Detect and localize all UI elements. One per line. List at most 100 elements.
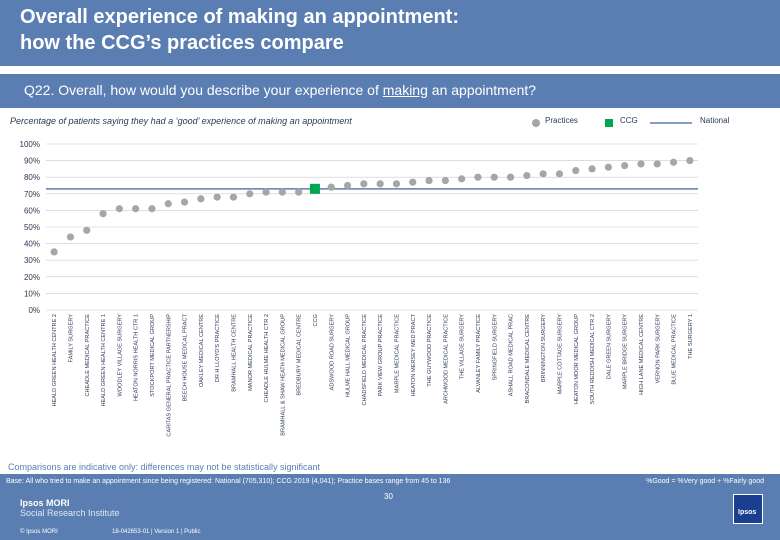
job-reference: 18-042653-01 | Version 1 | Public — [112, 529, 201, 535]
practice-point — [278, 188, 286, 196]
practice-point — [327, 183, 335, 191]
question-text: Q22. Overall, how would you describe you… — [24, 82, 536, 98]
chart-plot: 0% 10% 20% 30% 40% 50% 60% 70% 80% 90% 100% HEALD G… — [20, 140, 698, 437]
legend-national-line — [650, 122, 692, 124]
practice-point — [604, 163, 612, 171]
footer-banner: Base: All who tried to make an appointme… — [0, 474, 780, 540]
practice-point — [686, 157, 694, 165]
practice-point — [653, 160, 661, 168]
practice-point — [621, 161, 629, 170]
x-tick-label: HEALD GREEN HEALTH CENTRE 1 — [101, 314, 107, 407]
page-number: 30 — [384, 492, 393, 501]
x-tick-label: ASHALL ROAD MEDICAL PRAC — [509, 314, 515, 396]
x-tick-label: VERNON PARK SURGERY — [655, 314, 661, 384]
practice-point — [637, 160, 645, 168]
legend-ccg-label: CCG — [620, 116, 638, 125]
chart-subtitle: Percentage of patients saying they had a… — [10, 116, 352, 126]
x-tick-label: THE GUYWOOD PRACTICE — [427, 314, 433, 387]
x-tick-label: CHEADLE MEDICAL PRACTICE — [85, 314, 91, 397]
brand-name: Ipsos MORI — [20, 498, 70, 508]
x-tick-label: HEALD GREEN HEALTH CENTRE 2 — [52, 314, 58, 407]
legend-ccg-marker — [605, 119, 613, 127]
x-tick-label: BRAMHALL HEALTH CENTRE — [231, 314, 237, 392]
page-title: Overall experience of making an appointm… — [20, 4, 740, 56]
comparisons-note: Comparisons are indicative only: differe… — [8, 462, 320, 472]
legend-national-label: National — [700, 116, 730, 125]
y-tick-label: 70% — [24, 190, 40, 199]
practice-point — [148, 205, 156, 213]
x-tick-label: SOUTH REDDISH MEDICAL CTR 2 — [590, 314, 596, 404]
base-note: Base: All who tried to make an appointme… — [6, 478, 451, 485]
practice-point — [246, 190, 254, 198]
practice-point — [99, 210, 107, 218]
x-tick-label: HULME HALL MEDICAL GROUP — [346, 314, 352, 397]
practice-point — [555, 170, 564, 178]
x-tick-label: THE VILLAGE SURGERY — [460, 314, 466, 379]
question-text-pre: Q22. Overall, how would you describe you… — [24, 82, 383, 98]
x-tick-label: ARCHWOOD MEDICAL PRACTICE — [443, 314, 449, 404]
question-text-underlined: making — [382, 82, 428, 98]
x-tick-label: WOODLEY VILLAGE SURGERY — [117, 314, 123, 397]
x-tick-label: DALE GREEN SURGERY — [606, 314, 612, 379]
practice-point — [588, 165, 596, 173]
y-tick-label: 50% — [24, 223, 40, 232]
x-tick-label: MARPLE BRIDGE SURGERY — [623, 314, 629, 389]
legend-practices-label: Practices — [545, 116, 578, 125]
practice-point — [66, 233, 75, 241]
y-tick-label: 90% — [24, 157, 40, 166]
x-tick-label: MARPLE COTTAGE SURGERY — [557, 314, 563, 395]
brand-subname: Social Research Institute — [20, 508, 120, 518]
practice-point — [295, 188, 303, 196]
practice-point — [523, 171, 531, 180]
practice-point — [572, 166, 580, 175]
ccg-point — [309, 183, 320, 194]
x-tick-label: BRINNINGTON SURGERY — [541, 314, 547, 382]
question-banner: Q22. Overall, how would you describe you… — [0, 74, 780, 108]
practice-point — [343, 181, 352, 190]
x-tick-label: DR H LLOYD'S PRACTICE — [215, 314, 221, 382]
ipsos-logo-text: Ipsos — [738, 509, 757, 516]
practice-point — [262, 188, 270, 196]
practice-point — [180, 198, 189, 206]
x-tick-label: OAKLEY MEDICAL CENTRE — [199, 314, 205, 387]
practice-point — [360, 180, 368, 188]
practice-point — [83, 226, 91, 234]
y-tick-label: 20% — [24, 273, 40, 282]
x-tick-label: HEATON MOOR MEDICAL GROUP — [574, 314, 580, 404]
x-tick-label: BRAMHALL & SHAW HEATH MEDICAL GROUP — [280, 314, 286, 436]
y-tick-label: 40% — [24, 240, 40, 249]
x-tick-label: BRACONDALE MEDICAL CENTRE — [525, 314, 531, 404]
x-tick-label: CARITAS GENERAL PRACTICE PARTNERSHIP — [166, 314, 172, 437]
page-title-line-2: how the CCG’s practices compare — [20, 32, 344, 54]
practice-point — [392, 180, 401, 188]
practice-point — [409, 178, 417, 186]
practice-point — [474, 173, 482, 181]
practice-point — [490, 173, 498, 181]
title-banner: Overall experience of making an appointm… — [0, 0, 780, 66]
y-tick-label: 10% — [24, 289, 40, 298]
x-tick-label: HEATON NORRIS HEALTH CTR 1 — [134, 314, 140, 401]
practice-point — [539, 170, 547, 178]
good-definition-note: %Good = %Very good + %Fairly good — [646, 478, 764, 485]
x-tick-label: PARK VIEW GROUP PRACTICE — [378, 314, 384, 397]
practice-point — [669, 158, 678, 166]
x-tick-label: HIGH LANE MEDICAL CENTRE — [639, 314, 645, 395]
x-tick-label: BEECH HOUSE MEDICAL PRACT — [183, 313, 189, 401]
x-tick-label: CHADSFIELD MEDICAL PRACTICE — [362, 314, 368, 406]
y-tick-label: 60% — [24, 206, 40, 215]
x-tick-label: MANOR MEDICAL PRACTICE — [248, 314, 254, 391]
practice-point — [132, 205, 140, 213]
x-tick-label: HEATON MERSEY MED PRACT — [411, 313, 417, 396]
x-tick-label: ALVANLEY FAMILY PRACTICE — [476, 314, 482, 393]
y-tick-label: 0% — [28, 306, 40, 315]
copyright-text: © Ipsos MORI — [20, 529, 58, 535]
practice-point — [441, 176, 449, 185]
y-tick-label: 100% — [20, 140, 40, 149]
practice-point — [229, 193, 238, 201]
practice-point — [50, 248, 58, 256]
practice-point — [425, 176, 433, 185]
x-tick-label: BREDBURY MEDICAL CENTRE — [297, 314, 303, 396]
x-tick-label: CCG — [313, 314, 319, 326]
x-tick-label: SPRINGFIELD SURGERY — [492, 314, 498, 381]
y-tick-label: 30% — [24, 256, 40, 265]
